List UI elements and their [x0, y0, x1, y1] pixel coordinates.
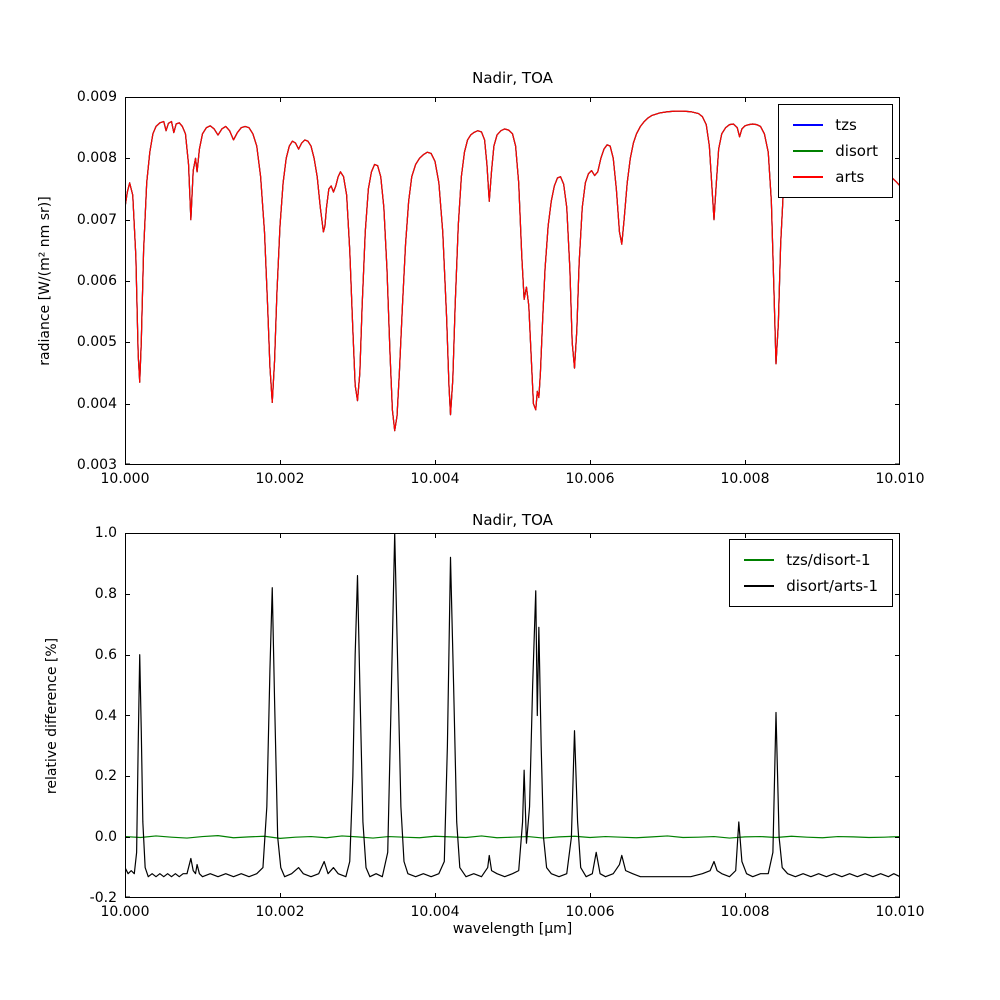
- bottom-plot-y-tick-label: 0.6: [94, 646, 117, 663]
- top-plot-canvas: [125, 97, 900, 465]
- bottom-y-axis-label: relative difference [%]: [44, 637, 60, 795]
- bottom-plot-y-tick-label: 0.0: [94, 829, 117, 846]
- legend-label-disort: disort: [835, 142, 878, 160]
- bottom-plot-x-tick-label: 10.008: [720, 904, 770, 920]
- legend-entry-tzs: tzs: [791, 112, 880, 138]
- legend-line-sample-tzs-disort: [744, 559, 775, 561]
- bottom-plot-y-tick-label: -0.2: [89, 890, 117, 906]
- bottom-plot-y-tick-label: 0.4: [94, 707, 117, 724]
- legend-label-tzs-disort: tzs/disort-1: [786, 551, 871, 569]
- legend-line-sample-disort: [793, 150, 824, 152]
- top-plot-y-tick-label: 0.003: [76, 457, 117, 473]
- legend-entry-tzs-disort: tzs/disort-1: [742, 547, 880, 573]
- top-plot-y-tick-label: 0.004: [76, 395, 117, 412]
- bottom-plot-x-tick-label: 10.006: [565, 904, 615, 920]
- legend-label-arts: arts: [835, 168, 865, 186]
- bottom-plot-x-tick-label: 10.000: [100, 904, 150, 920]
- bottom-legend: tzs/disort-1 disort/arts-1: [729, 539, 893, 607]
- top-plot-x-tick-label: 10.006: [565, 471, 615, 487]
- legend-entry-arts: arts: [791, 164, 880, 190]
- top-plot-x-tick-label: 10.004: [410, 471, 460, 487]
- top-plot-y-tick-label: 0.008: [76, 150, 117, 167]
- bottom-plot-x-tick-label: 10.002: [255, 904, 305, 920]
- top-y-axis-label: radiance [W/(m² nm sr)]: [37, 196, 53, 366]
- series-line-arts: [125, 110, 900, 432]
- top-legend: tzs disort arts: [778, 104, 893, 198]
- series-line-tzs-disort-1: [125, 835, 900, 839]
- top-plot-x-tick-label: 10.002: [255, 471, 305, 487]
- x-axis-label: wavelength [μm]: [452, 921, 573, 937]
- top-plot-x-tick-label: 10.008: [720, 471, 770, 487]
- bottom-plot-x-tick-label: 10.010: [875, 904, 925, 920]
- bottom-plot-y-tick-label: 0.2: [94, 768, 117, 785]
- axes-frame: [125, 97, 900, 465]
- legend-line-sample-tzs: [793, 124, 824, 126]
- axes-frame: [125, 533, 900, 898]
- bottom-plot-canvas: [125, 533, 900, 898]
- bottom-plot-x-tick-label: 10.004: [410, 904, 460, 920]
- top-plot-x-tick-label: 10.000: [100, 471, 150, 487]
- bottom-plot-y-tick-label: 1.0: [94, 525, 117, 541]
- bottom-chart-title: Nadir, TOA: [472, 511, 553, 529]
- legend-entry-disort: disort: [791, 138, 880, 164]
- legend-line-sample-arts: [793, 176, 824, 178]
- series-line-disort-arts-1: [125, 533, 900, 878]
- legend-line-sample-disort-arts: [744, 585, 775, 587]
- top-plot-x-tick-label: 10.010: [875, 471, 925, 487]
- bottom-plot-y-tick-label: 0.8: [94, 585, 117, 602]
- top-plot-y-tick-label: 0.006: [76, 273, 117, 289]
- top-plot-y-tick-label: 0.007: [76, 211, 117, 228]
- legend-label-tzs: tzs: [835, 116, 857, 134]
- legend-entry-disort-arts: disort/arts-1: [742, 573, 880, 599]
- top-plot-y-tick-label: 0.009: [76, 89, 117, 105]
- top-plot-y-tick-label: 0.005: [76, 334, 117, 351]
- top-chart-title: Nadir, TOA: [472, 69, 553, 87]
- legend-label-disort-arts: disort/arts-1: [786, 577, 878, 595]
